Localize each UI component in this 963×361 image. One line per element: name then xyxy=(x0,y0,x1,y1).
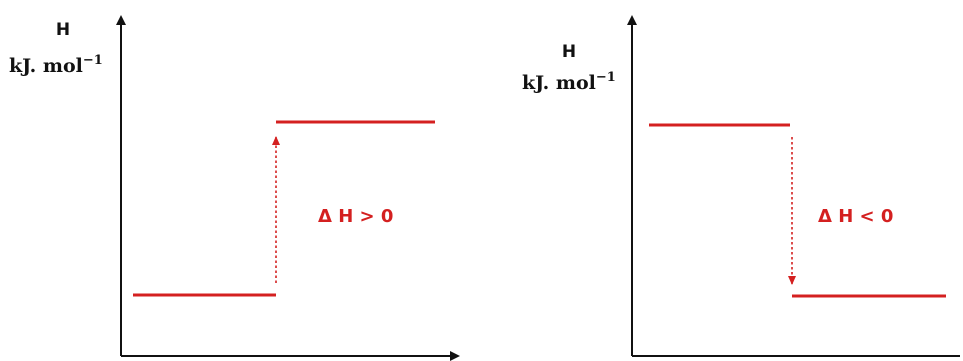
left-y-axis-unit: kJ. mol−1 xyxy=(9,53,103,77)
left-y-axis-unit-exponent: −1 xyxy=(83,53,103,68)
endothermic-diagram: H kJ. mol−1 Δ H > 0 xyxy=(9,15,460,361)
right-y-axis-unit-base: kJ. mol xyxy=(522,72,596,94)
right-y-axis-unit-exponent: −1 xyxy=(596,70,616,85)
exothermic-diagram: H kJ. mol−1 Δ H < 0 xyxy=(522,15,960,357)
left-y-axis-unit-base: kJ. mol xyxy=(9,55,83,77)
right-y-axis-unit: kJ. mol−1 xyxy=(522,70,616,94)
left-delta-label: Δ H > 0 xyxy=(318,206,393,227)
right-y-axis-symbol: H xyxy=(562,42,576,62)
left-y-axis-symbol: H xyxy=(56,20,70,40)
right-delta-label: Δ H < 0 xyxy=(818,206,893,227)
